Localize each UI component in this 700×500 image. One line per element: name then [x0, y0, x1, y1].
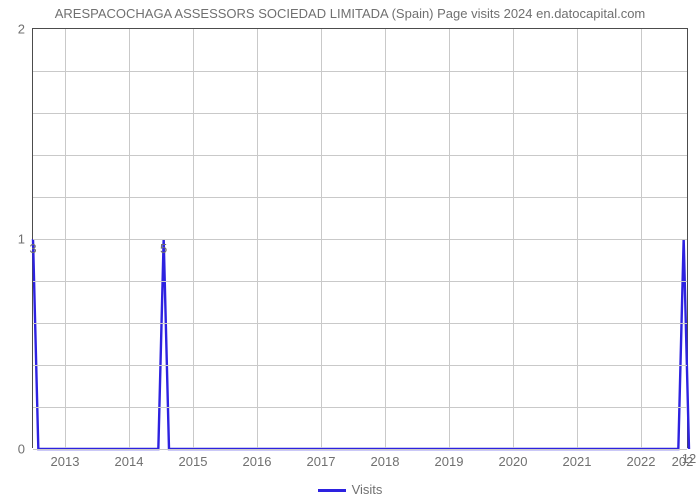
gridline-v	[513, 29, 514, 448]
gridline-v	[385, 29, 386, 448]
gridline-v	[321, 29, 322, 448]
x-tick-label: 2014	[115, 448, 144, 469]
chart-container: ARESPACOCHAGA ASSESSORS SOCIEDAD LIMITAD…	[0, 0, 700, 500]
gridline-v	[577, 29, 578, 448]
gridline-v	[257, 29, 258, 448]
legend: Visits	[0, 482, 700, 497]
point-label: 3	[29, 241, 36, 256]
gridline-v	[65, 29, 66, 448]
gridline-h	[33, 281, 687, 282]
gridline-h	[33, 323, 687, 324]
point-label: 12	[682, 451, 696, 466]
legend-label: Visits	[352, 482, 383, 497]
x-tick-label: 2021	[563, 448, 592, 469]
gridline-v	[641, 29, 642, 448]
x-tick-label: 2020	[499, 448, 528, 469]
legend-swatch	[318, 489, 346, 492]
gridline-h	[33, 113, 687, 114]
gridline-h	[33, 407, 687, 408]
x-tick-label: 2019	[435, 448, 464, 469]
gridline-h	[33, 155, 687, 156]
x-tick-label: 2018	[371, 448, 400, 469]
gridline-v	[193, 29, 194, 448]
x-tick-label: 2015	[179, 448, 208, 469]
gridline-v	[449, 29, 450, 448]
gridline-v	[129, 29, 130, 448]
gridline-h	[33, 239, 687, 240]
gridline-h	[33, 197, 687, 198]
x-tick-label: 2016	[243, 448, 272, 469]
x-tick-label: 2013	[51, 448, 80, 469]
x-tick-label: 2017	[307, 448, 336, 469]
x-tick-label: 2022	[627, 448, 656, 469]
gridline-h	[33, 71, 687, 72]
y-tick-label: 0	[18, 442, 33, 457]
point-label: 5	[160, 241, 167, 256]
plot-area: 2102013201420152016201720182019202020212…	[32, 28, 688, 448]
y-tick-label: 2	[18, 22, 33, 37]
gridline-h	[33, 365, 687, 366]
chart-title: ARESPACOCHAGA ASSESSORS SOCIEDAD LIMITAD…	[0, 6, 700, 21]
